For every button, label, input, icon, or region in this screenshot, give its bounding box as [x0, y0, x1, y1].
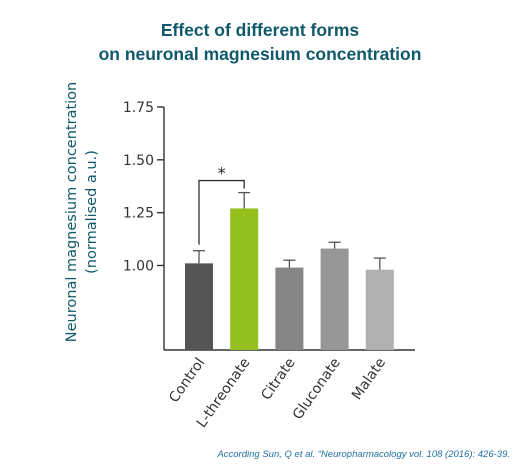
y-tick-label: 1.50 — [123, 153, 154, 169]
category-label-malate: Malate — [349, 355, 389, 403]
bar-citrate — [275, 267, 304, 350]
significance-star: * — [218, 164, 226, 183]
chart-title-line-1: Effect of different forms — [160, 20, 360, 40]
bar-l-threonate — [230, 208, 259, 350]
y-axis-label-line-1: Neuronal magnesium concentration — [64, 82, 80, 342]
y-axis-label-line-2: (normalised a.u.) — [84, 150, 100, 274]
significance-bracket: * — [198, 164, 245, 245]
bar-gluconate — [320, 248, 349, 350]
significance-bracket-line — [198, 179, 245, 245]
y-tick-label: 1.25 — [123, 206, 154, 222]
category-label-control: Control — [166, 355, 208, 406]
y-tick-label: 1.00 — [123, 258, 154, 274]
category-label-citrate: Citrate — [258, 355, 298, 403]
chart-title-line-2: on neuronal magnesium concentration — [98, 44, 422, 64]
bar-malate — [365, 269, 394, 350]
bars — [185, 208, 394, 350]
chart-title: Effect of different forms on neuronal ma… — [0, 18, 520, 66]
error-bars — [193, 191, 386, 270]
bar-control — [185, 263, 213, 350]
footnote-citation: According Sun, Q et al. “Neuropharmacolo… — [217, 449, 510, 460]
y-tick-label: 1.75 — [123, 100, 154, 116]
y-axis-label: Neuronal magnesium concentration (normal… — [64, 82, 100, 342]
